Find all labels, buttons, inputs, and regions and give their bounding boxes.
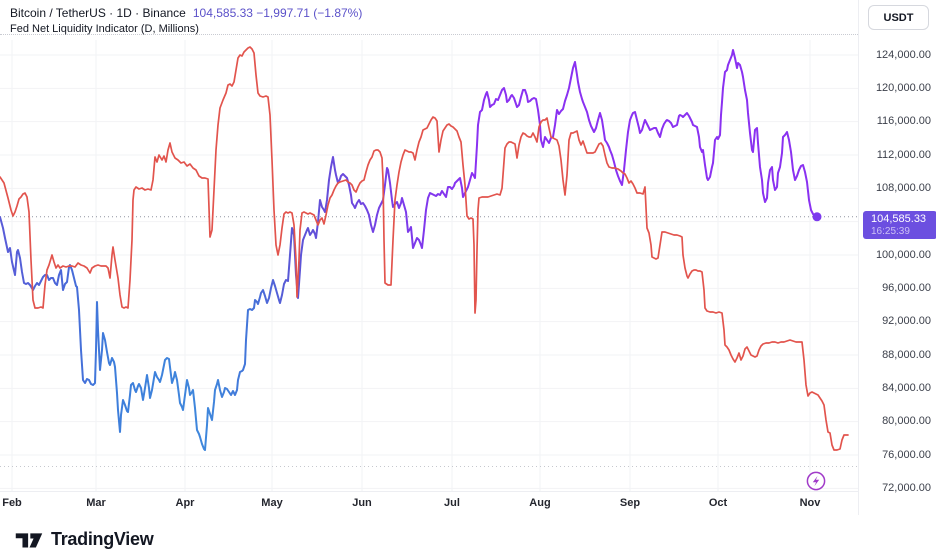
price-axis-label: 92,000.00 <box>882 315 931 328</box>
price-axis-label: 76,000.00 <box>882 448 931 461</box>
top-dotted-separator <box>0 34 936 35</box>
last-price-marker <box>812 212 822 222</box>
price-axis-label: 96,000.00 <box>882 281 931 294</box>
price-axis-label: 120,000.00 <box>875 81 931 94</box>
price-axis-label: 116,000.00 <box>876 115 931 128</box>
indicator-title: Fed Net Liquidity Indicator (D, Millions… <box>10 23 199 35</box>
price-axis-label: 108,000.00 <box>875 181 931 194</box>
chart-legend: Bitcoin / TetherUS · 1D · Binance 104,585… <box>10 6 362 35</box>
gridlines <box>0 40 858 491</box>
time-axis-label: Sep <box>619 497 641 509</box>
price-axis-label: 72,000.00 <box>882 481 931 494</box>
indicator-legend-row[interactable]: Fed Net Liquidity Indicator (D, Millions… <box>10 23 362 35</box>
lightning-icon <box>812 475 820 487</box>
price-axis-label: 84,000.00 <box>882 381 931 394</box>
time-axis-label: Nov <box>799 497 821 509</box>
time-axis-label: May <box>261 497 283 509</box>
tradingview-logo[interactable]: TradingView <box>14 527 154 552</box>
time-axis-label: Apr <box>175 497 195 509</box>
last-price-badge[interactable]: 104,585.33 16:25:39 <box>863 210 936 239</box>
currency-unit-button[interactable]: USDT <box>868 5 929 30</box>
time-axis-label: Aug <box>529 497 551 509</box>
time-axis-label: Jun <box>352 497 372 509</box>
price-axis-label: 80,000.00 <box>882 415 931 428</box>
time-axis-label: Feb <box>2 497 22 509</box>
last-price-value: 104,585.33 <box>871 212 927 225</box>
price-axis[interactable]: 104,585.33 16:25:39 124,000.00 120,000.00… <box>858 0 936 515</box>
price-axis-label: 100,000.00 <box>875 248 931 261</box>
time-axis-label: Jul <box>444 497 460 509</box>
price-line-series <box>0 49 818 451</box>
time-axis[interactable]: Feb Mar Apr May Jun Jul Aug Sep Oct Nov <box>0 491 858 518</box>
boost-button[interactable] <box>804 469 828 493</box>
time-axis-label: Oct <box>708 497 728 509</box>
symbol-legend-row[interactable]: Bitcoin / TetherUS · 1D · Binance 104,585… <box>10 6 362 20</box>
symbol-price-change: 104,585.33 −1,997.71 (−1.87%) <box>192 6 363 20</box>
price-axis-label: 124,000.00 <box>875 48 931 61</box>
chart-canvas[interactable] <box>0 0 858 515</box>
price-axis-label: 88,000.00 <box>882 348 931 361</box>
symbol-title: Bitcoin / TetherUS · 1D · Binance <box>10 6 186 20</box>
indicator-line-series <box>0 46 849 451</box>
tradingview-logo-icon <box>15 533 43 548</box>
time-axis-label: Mar <box>86 497 106 509</box>
footer: TradingView <box>14 527 154 552</box>
bar-close-countdown: 16:25:39 <box>871 225 910 237</box>
price-axis-label: 112,000.00 <box>876 148 931 161</box>
tradingview-brand-text: TradingView <box>51 529 154 549</box>
price-chart-svg[interactable] <box>0 0 858 515</box>
